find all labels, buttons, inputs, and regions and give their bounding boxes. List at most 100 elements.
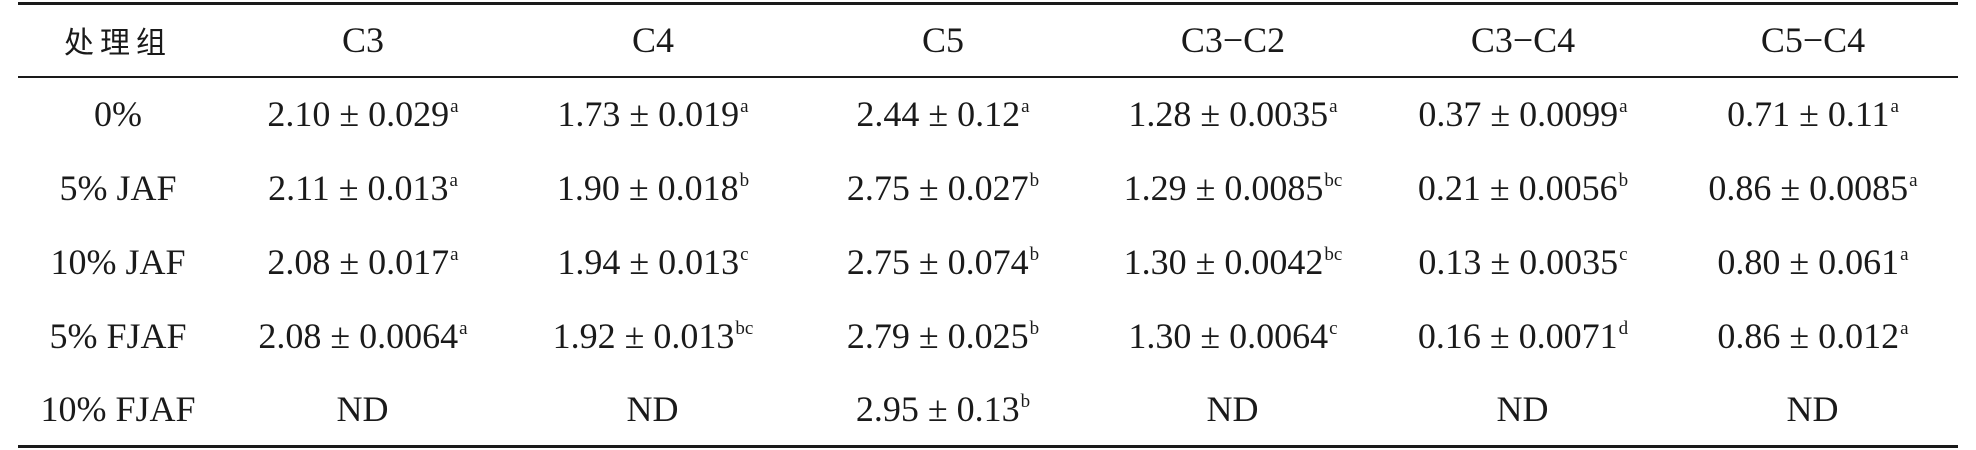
cell-value: 1.94 ± 0.013 <box>557 241 740 282</box>
significance-letter: a <box>1329 96 1338 117</box>
header-c3-c2: C3−C2 <box>1180 20 1286 61</box>
cell-value: 0.37 ± 0.0099 <box>1418 94 1619 134</box>
significance-letter: bc <box>735 317 754 339</box>
cell-value: 2.10 ± 0.029 <box>267 94 450 134</box>
cell-value: 1.90 ± 0.018 <box>556 167 739 208</box>
significance-letter: a <box>1890 96 1899 117</box>
cell-value: 1.30 ± 0.0064 <box>1128 315 1329 356</box>
cell-c3-c2: 1.29 ± 0.0085bc <box>1088 151 1378 225</box>
cell-value: ND <box>336 388 389 429</box>
cell-value: 0.16 ± 0.0071 <box>1417 315 1618 356</box>
cell-value: 1.73 ± 0.019 <box>557 94 740 134</box>
row-group-label: 0% <box>94 94 142 134</box>
significance-letter: c <box>740 243 749 265</box>
cell-value: ND <box>1496 388 1549 429</box>
cell-c3-c4: 0.16 ± 0.0071d <box>1378 299 1668 373</box>
table-row: 10% FJAF ND ND 2.95 ± 0.13b ND ND ND <box>18 373 1958 447</box>
cell-c5: 2.95 ± 0.13b <box>798 373 1088 447</box>
cell-c5: 2.75 ± 0.027b <box>798 151 1088 225</box>
cell-c4: 1.73 ± 0.019a <box>508 77 798 151</box>
cell-c3-c2: 1.30 ± 0.0042bc <box>1088 225 1378 299</box>
cell-value: 0.21 ± 0.0056 <box>1417 167 1618 208</box>
cell-value: 0.13 ± 0.0035 <box>1418 241 1619 282</box>
cell-value: 2.08 ± 0.017 <box>267 241 450 282</box>
significance-letter: a <box>740 96 749 117</box>
cell-c3-c4: 0.13 ± 0.0035c <box>1378 225 1668 299</box>
cell-c3-c2: ND <box>1088 373 1378 447</box>
row-group-label: 5% JAF <box>59 167 177 208</box>
cell-c3-c4: ND <box>1378 373 1668 447</box>
cell-value: 2.11 ± 0.013 <box>268 167 449 208</box>
significance-letter: a <box>450 96 459 117</box>
cell-c4: ND <box>508 373 798 447</box>
significance-letter: b <box>1029 317 1040 339</box>
cell-c3: 2.10 ± 0.029a <box>218 77 508 151</box>
cell-c3-c2: 1.30 ± 0.0064c <box>1088 299 1378 373</box>
significance-letter: a <box>449 169 458 191</box>
cell-value: 0.71 ± 0.11 <box>1727 94 1890 134</box>
significance-letter: a <box>450 243 459 265</box>
table-header: 处理组 C3 C4 C5 C3−C2 C3−C4 C5−C4 <box>18 3 1958 77</box>
cell-value: 0.86 ± 0.012 <box>1717 315 1900 356</box>
row-group-label: 10% FJAF <box>40 388 196 429</box>
header-group: 处理组 <box>64 26 172 62</box>
header-c5: C5 <box>921 20 964 61</box>
cell-c3: 2.08 ± 0.017a <box>218 225 508 299</box>
cell-c5-c4: 0.71 ± 0.11a <box>1668 77 1958 151</box>
cell-value: 2.75 ± 0.074 <box>846 241 1029 282</box>
cell-value: 0.86 ± 0.0085 <box>1708 167 1909 208</box>
cell-value: 2.08 ± 0.0064 <box>258 315 459 356</box>
cell-value: 1.92 ± 0.013 <box>552 315 735 356</box>
significance-letter: a <box>1619 96 1628 117</box>
cell-c3-c2: 1.28 ± 0.0035a <box>1088 77 1378 151</box>
row-group-label: 10% JAF <box>50 241 186 282</box>
significance-letter: b <box>1029 169 1040 191</box>
significance-letter: c <box>1619 243 1628 265</box>
cell-c3-c4: 0.21 ± 0.0056b <box>1378 151 1668 225</box>
cell-c5-c4: 0.80 ± 0.061a <box>1668 225 1958 299</box>
cell-c4: 1.92 ± 0.013bc <box>508 299 798 373</box>
significance-letter: bc <box>1324 169 1343 191</box>
table-row: 10% JAF 2.08 ± 0.017a 1.94 ± 0.013c 2.75… <box>18 225 1958 299</box>
significance-letter: a <box>1909 169 1918 191</box>
row-group-label: 5% FJAF <box>49 315 187 356</box>
cell-value: 2.75 ± 0.027 <box>846 167 1029 208</box>
cell-value: 2.44 ± 0.12 <box>856 94 1021 134</box>
cell-c5: 2.79 ± 0.025b <box>798 299 1088 373</box>
header-c4: C4 <box>631 20 674 61</box>
significance-letter: a <box>1900 243 1909 265</box>
table-row: 5% FJAF 2.08 ± 0.0064a 1.92 ± 0.013bc 2.… <box>18 299 1958 373</box>
cell-value: 1.28 ± 0.0035 <box>1128 94 1329 134</box>
cell-value: 2.79 ± 0.025 <box>846 315 1029 356</box>
significance-letter: a <box>1900 317 1909 339</box>
header-c3-c4: C3−C4 <box>1470 20 1576 61</box>
significance-letter: bc <box>1324 243 1343 265</box>
cell-value: 1.29 ± 0.0085 <box>1123 167 1324 208</box>
cell-c5-c4: ND <box>1668 373 1958 447</box>
cell-c5: 2.44 ± 0.12a <box>798 77 1088 151</box>
significance-letter: b <box>739 169 750 191</box>
cell-value: ND <box>1786 388 1839 429</box>
cell-c4: 1.94 ± 0.013c <box>508 225 798 299</box>
cell-c3: ND <box>218 373 508 447</box>
significance-letter: b <box>1618 169 1629 191</box>
cell-c5-c4: 0.86 ± 0.0085a <box>1668 151 1958 225</box>
cell-value: 1.30 ± 0.0042 <box>1123 241 1324 282</box>
significance-letter: a <box>459 317 468 339</box>
significance-letter: b <box>1029 243 1040 265</box>
cell-c5-c4: 0.86 ± 0.012a <box>1668 299 1958 373</box>
header-row: 处理组 C3 C4 C5 C3−C2 C3−C4 C5−C4 <box>18 3 1958 77</box>
cell-value: 0.80 ± 0.061 <box>1717 241 1900 282</box>
significance-letter: c <box>1329 317 1338 339</box>
cell-c5: 2.75 ± 0.074b <box>798 225 1088 299</box>
significance-letter: a <box>1021 96 1030 117</box>
cell-value: 2.95 ± 0.13 <box>855 388 1020 429</box>
table-row: 0% 2.10 ± 0.029a 1.73 ± 0.019a 2.44 ± 0.… <box>18 77 1958 151</box>
cell-c3-c4: 0.37 ± 0.0099a <box>1378 77 1668 151</box>
cell-value: ND <box>1206 388 1259 429</box>
significance-letter: b <box>1020 390 1031 412</box>
cell-value: ND <box>626 388 679 429</box>
table-body: 0% 2.10 ± 0.029a 1.73 ± 0.019a 2.44 ± 0.… <box>18 77 1958 447</box>
header-c5-c4: C5−C4 <box>1760 20 1866 61</box>
